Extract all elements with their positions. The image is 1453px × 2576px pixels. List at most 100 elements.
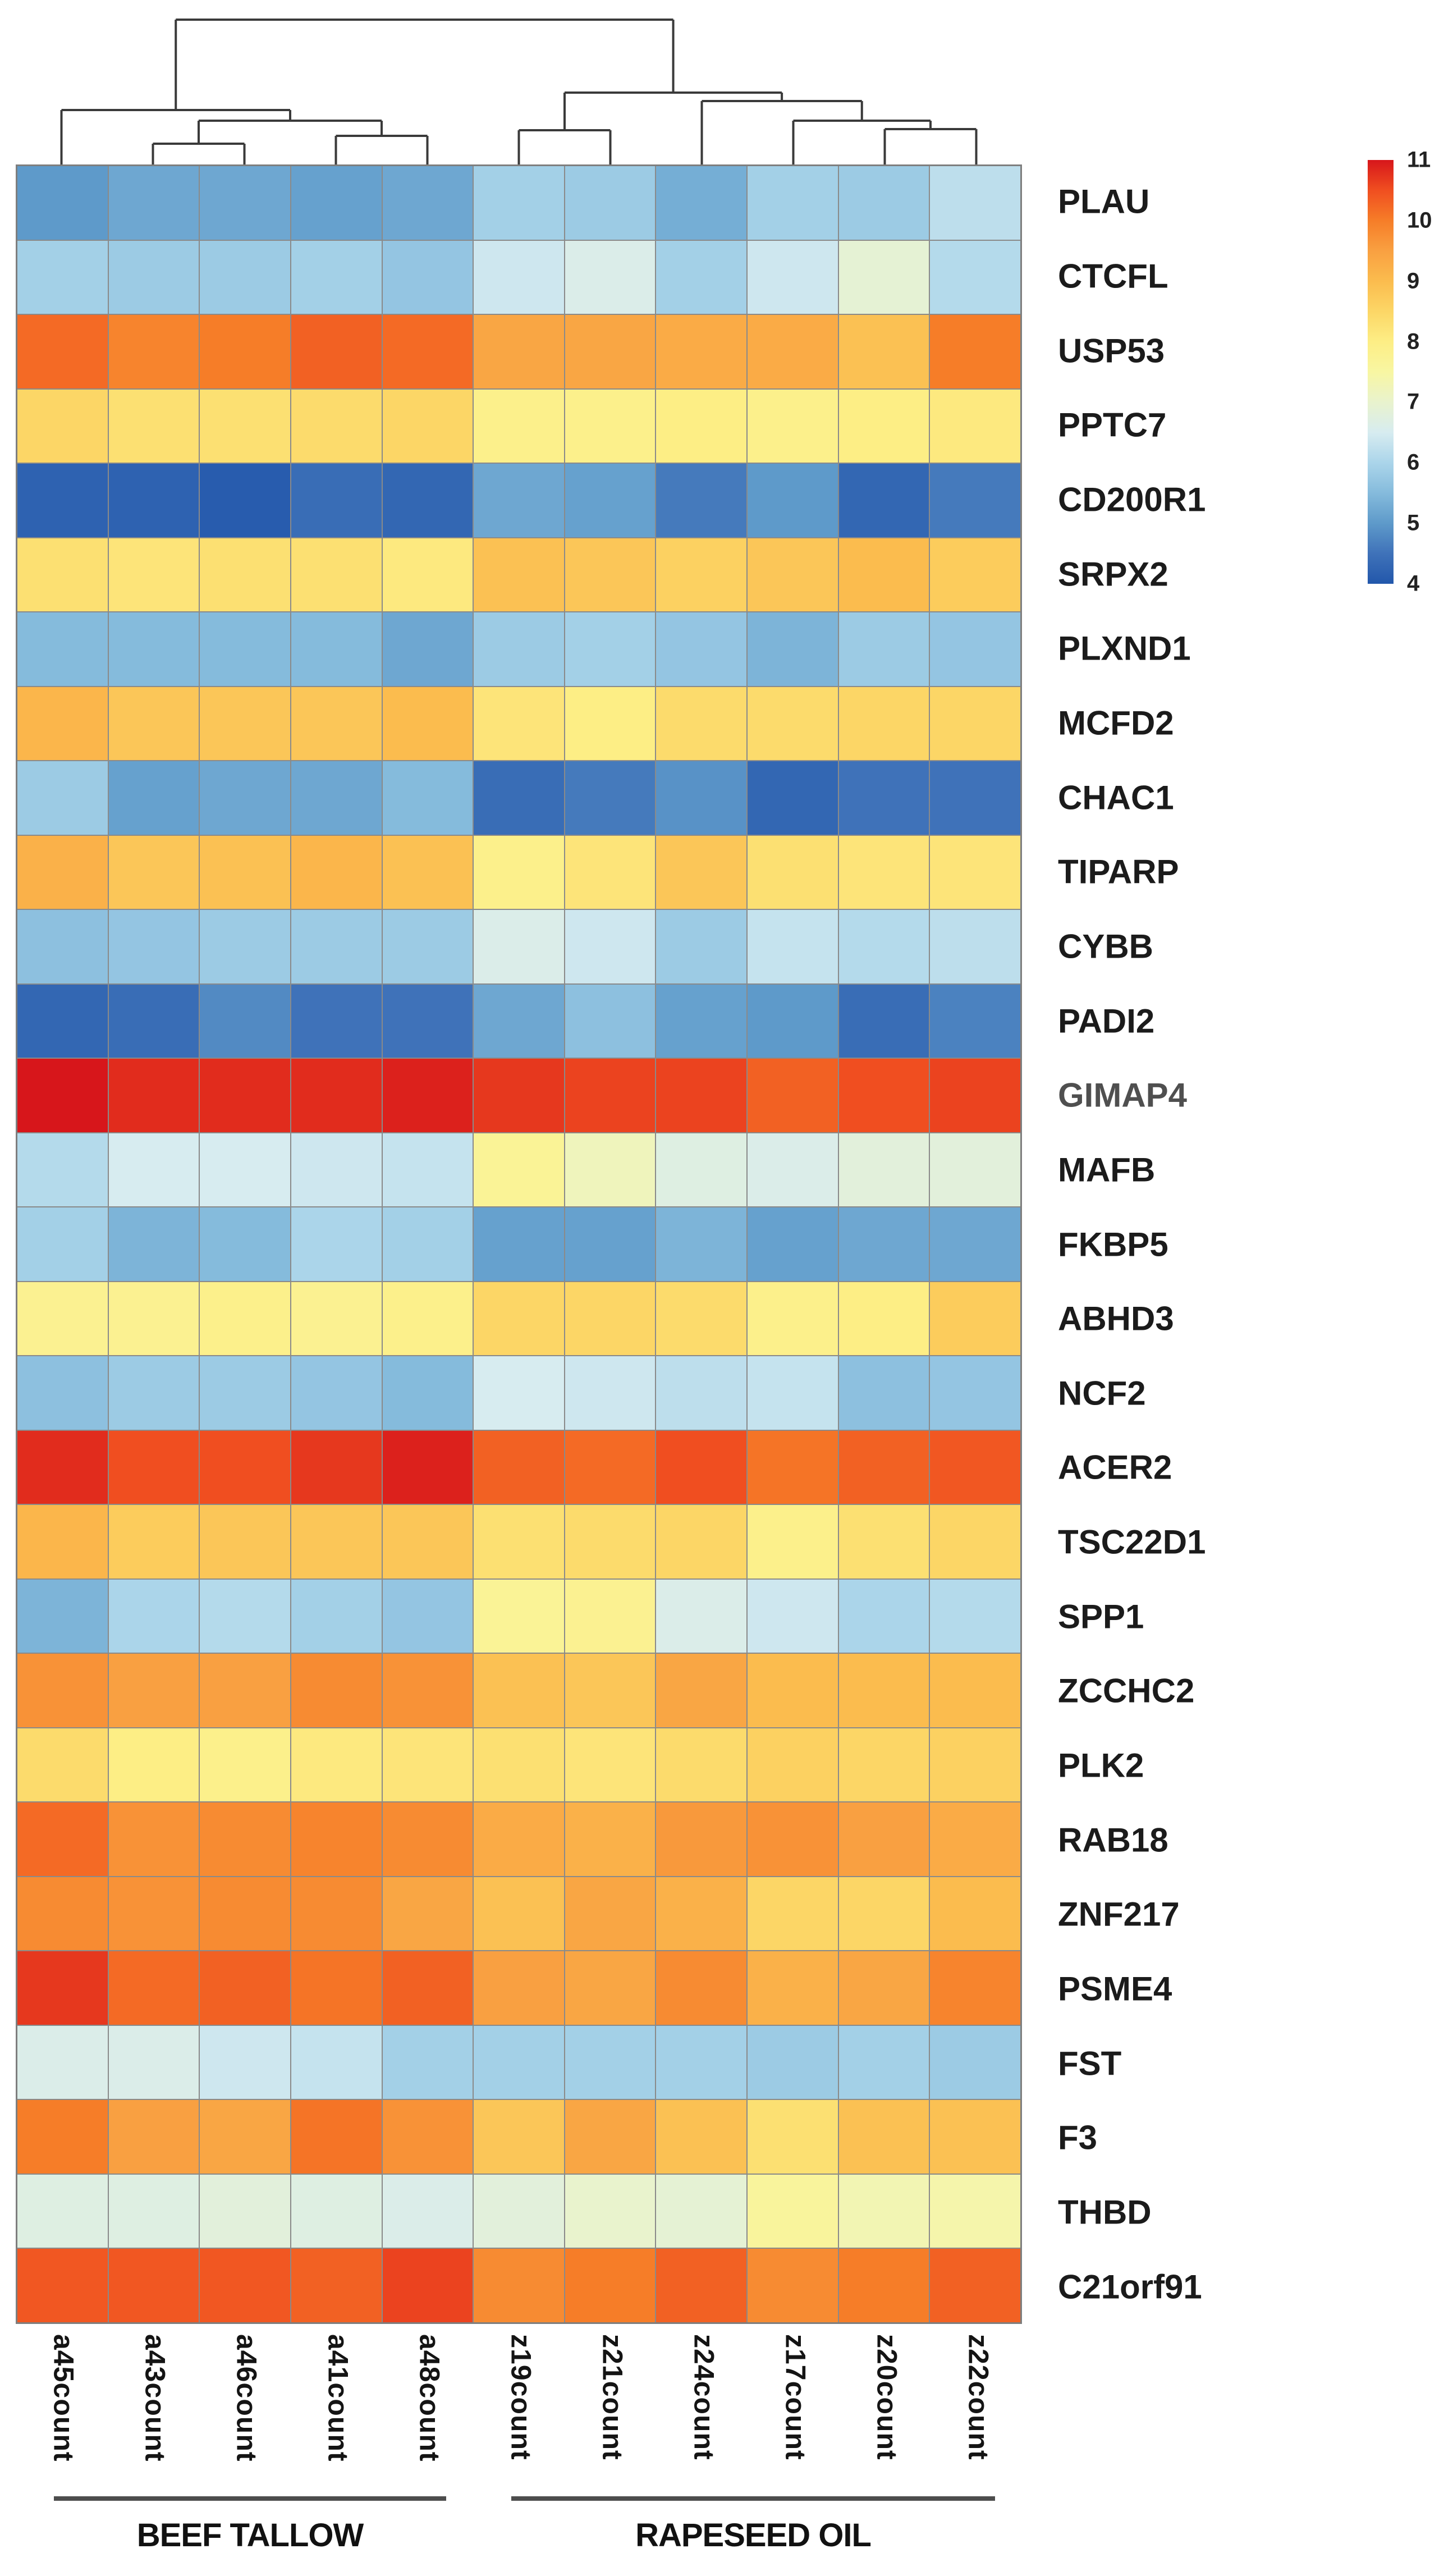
heatmap-cell (108, 761, 199, 835)
heatmap-cell (838, 240, 929, 314)
heatmap-cell (291, 1430, 382, 1504)
heatmap-cell (748, 240, 838, 314)
heatmap-cell (17, 2025, 108, 2099)
heatmap-cell (565, 464, 656, 537)
heatmap-cell (108, 538, 199, 612)
legend-tick-label: 5 (1407, 510, 1420, 536)
heatmap-cell (382, 1877, 473, 1951)
heatmap-cell (748, 1579, 838, 1653)
heatmap-cell (474, 538, 564, 612)
heatmap-cell (291, 2025, 382, 2099)
heatmap-cell (200, 1802, 290, 1876)
heatmap-cell (291, 240, 382, 314)
heatmap-cell (17, 1133, 108, 1207)
heatmap-cell (474, 761, 564, 835)
heatmap-cell (656, 464, 747, 537)
heatmap-cell (382, 984, 473, 1058)
heatmap-cell (474, 1059, 564, 1132)
heatmap-cell (200, 612, 290, 686)
heatmap-cell (291, 464, 382, 537)
heatmap-cell (748, 2100, 838, 2174)
heatmap-cell (930, 2100, 1020, 2174)
heatmap-cell (748, 910, 838, 983)
heatmap-cell (382, 835, 473, 909)
heatmap-cell (656, 2100, 747, 2174)
heatmap-cell (656, 240, 747, 314)
heatmap-cell (838, 2174, 929, 2248)
heatmap-cell (565, 1654, 656, 1727)
heatmap-cell (748, 1356, 838, 1430)
heatmap-cell (291, 538, 382, 612)
heatmap-cell (17, 1951, 108, 2025)
heatmap-cell (656, 1579, 747, 1653)
heatmap-cell (291, 612, 382, 686)
heatmap-cell (382, 315, 473, 388)
heatmap-cell (108, 687, 199, 761)
heatmap-cell (930, 315, 1020, 388)
heatmap-cell (108, 1059, 199, 1132)
sample-label: a45count (48, 2334, 80, 2462)
heatmap-cell (291, 687, 382, 761)
heatmap-cell (200, 1579, 290, 1653)
heatmap-cell (565, 612, 656, 686)
heatmap-cell (748, 538, 838, 612)
heatmap-cell (474, 1207, 564, 1281)
heatmap-cell (838, 1951, 929, 2025)
heatmap-cell (565, 2174, 656, 2248)
heatmap-cell (565, 2249, 656, 2322)
heatmap-cell (108, 1430, 199, 1504)
gene-label: F3 (1058, 2119, 1098, 2157)
heatmap-cell (656, 1133, 747, 1207)
heatmap-cell (17, 1654, 108, 1727)
heatmap-cell (748, 984, 838, 1058)
heatmap-cell (930, 687, 1020, 761)
legend-tick-label: 6 (1407, 450, 1420, 475)
heatmap-cell (17, 1579, 108, 1653)
heatmap-cell (565, 166, 656, 240)
heatmap-cell (291, 1207, 382, 1281)
heatmap-cell (17, 835, 108, 909)
gene-label: ACER2 (1058, 1448, 1172, 1486)
heatmap-cell (108, 464, 199, 537)
heatmap-cell (930, 1802, 1020, 1876)
heatmap-cell (382, 1133, 473, 1207)
heatmap-cell (565, 2100, 656, 2174)
sample-label: z17count (780, 2334, 812, 2460)
heatmap-cell (17, 2100, 108, 2174)
heatmap-cell (382, 2174, 473, 2248)
heatmap-cell (565, 687, 656, 761)
heatmap-cell (382, 1802, 473, 1876)
heatmap-cell (200, 2249, 290, 2322)
gene-label: SPP1 (1058, 1598, 1144, 1636)
heatmap-cell (930, 835, 1020, 909)
group-underline (511, 2496, 995, 2501)
heatmap-cell (748, 1207, 838, 1281)
heatmap-cell (748, 761, 838, 835)
heatmap-cell (474, 1728, 564, 1802)
heatmap-cell (748, 1654, 838, 1727)
heatmap-cell (838, 1207, 929, 1281)
gene-label: FKBP5 (1058, 1225, 1168, 1263)
heatmap-cell (565, 1505, 656, 1578)
group-label: BEEF TALLOW (136, 2517, 364, 2554)
heatmap-cell (200, 1430, 290, 1504)
heatmap-cell (200, 1282, 290, 1356)
heatmap-cell (838, 1282, 929, 1356)
heatmap-cell (291, 2100, 382, 2174)
heatmap-cell (656, 835, 747, 909)
heatmap-cell (291, 835, 382, 909)
legend-tick-label: 7 (1407, 389, 1420, 414)
heatmap-cell (838, 1505, 929, 1578)
heatmap-cell (656, 1505, 747, 1578)
heatmap-cell (17, 761, 108, 835)
heatmap-cell (108, 2025, 199, 2099)
heatmap-cell (838, 761, 929, 835)
heatmap-cell (748, 464, 838, 537)
heatmap-cell (930, 166, 1020, 240)
heatmap-cell (382, 1282, 473, 1356)
heatmap-cell (656, 1877, 747, 1951)
legend-tick-label: 11 (1407, 147, 1431, 172)
gene-label: SRPX2 (1058, 555, 1168, 593)
heatmap-cell (838, 1133, 929, 1207)
heatmap-cell (656, 687, 747, 761)
